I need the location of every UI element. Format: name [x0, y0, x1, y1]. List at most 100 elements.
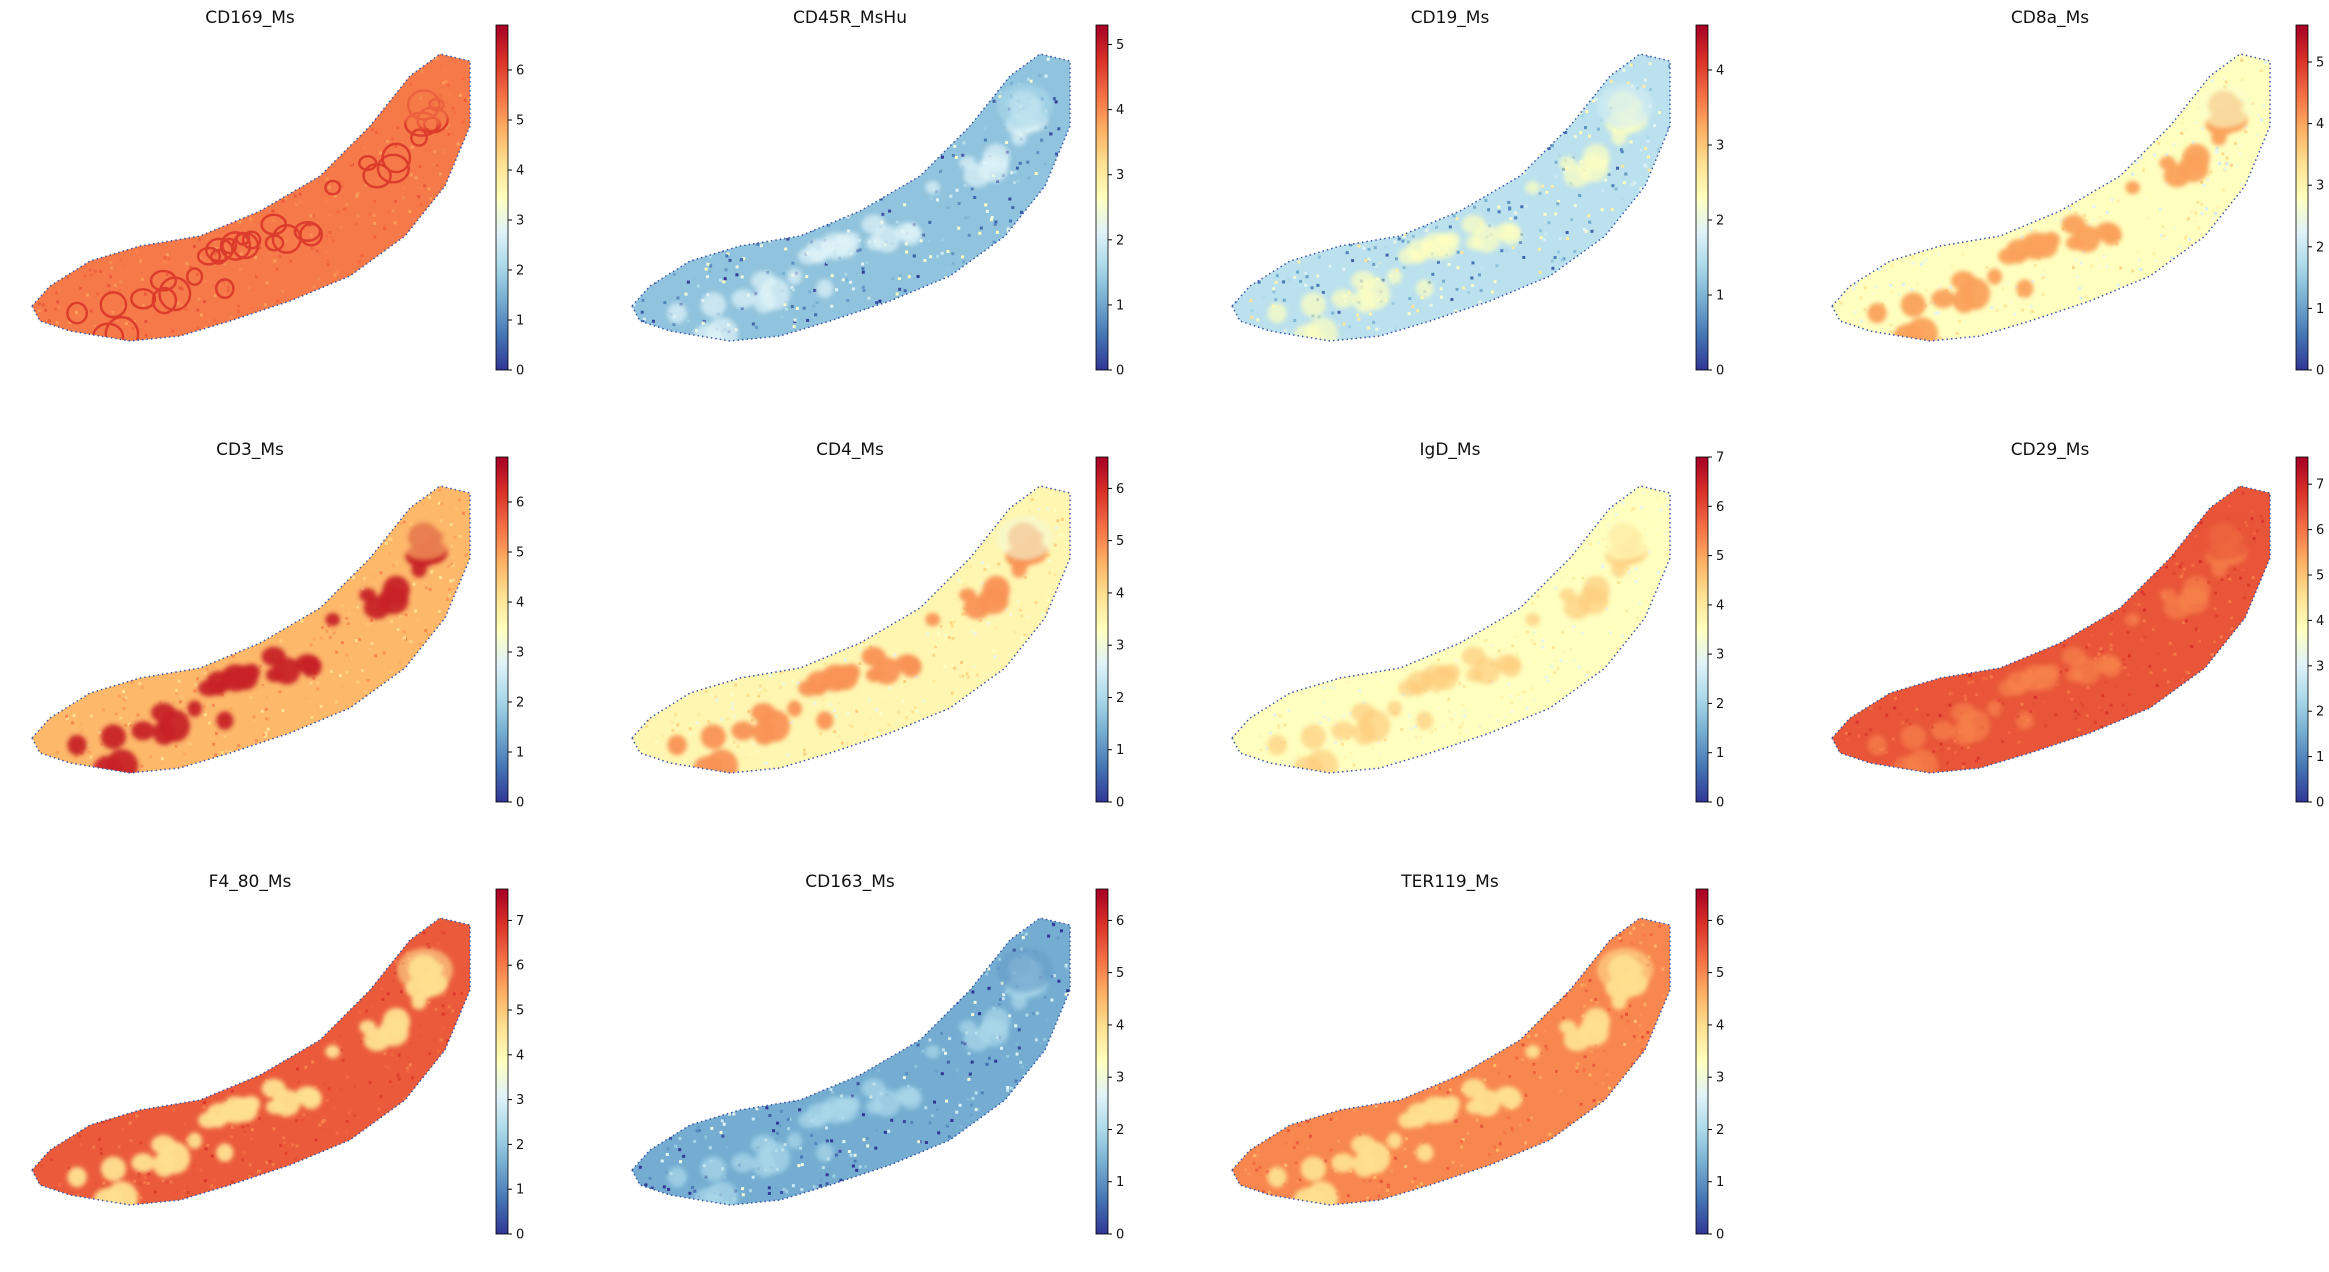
tissue-base [30, 36, 470, 366]
colorbar-tick-label: 3 [1116, 1071, 1124, 1086]
follicle-blob [2159, 156, 2176, 170]
follicle-blob [101, 724, 126, 749]
follicle-blob [266, 668, 283, 683]
colorbar-tick-label: 1 [1116, 298, 1124, 313]
colorbar-tick-label: 5 [516, 546, 524, 561]
tissue-map [1230, 468, 1673, 801]
follicle-blob [153, 720, 176, 745]
colorbar-tick-label: 5 [1716, 549, 1724, 564]
colorbar-tick-label: 4 [1116, 103, 1124, 118]
follicle-blob [233, 665, 258, 690]
colorbar [1096, 25, 1108, 370]
follicle-blob [1901, 724, 1926, 749]
follicle-blob [787, 269, 802, 285]
colorbar-tick-label: 5 [2316, 569, 2324, 584]
colorbar-tick-label: 2 [516, 696, 524, 711]
colorbar-tick-label: 4 [516, 1048, 524, 1063]
follicle-blob [2100, 656, 2121, 677]
colorbar-tick-label: 2 [1716, 1123, 1724, 1138]
follicle-blob [1953, 720, 1976, 745]
follicle-blob [300, 656, 321, 677]
colorbar-tick-label: 3 [1116, 168, 1124, 183]
follicle-blob [206, 671, 232, 693]
colorbar-tick-label: 2 [516, 264, 524, 279]
follicle-blob [1466, 1100, 1483, 1115]
colorbar-tick-label: 7 [2316, 478, 2324, 493]
colorbar-tick-label: 2 [1116, 1123, 1124, 1138]
follicle-blob [925, 181, 940, 194]
colorbar-tick-label: 2 [1716, 697, 1724, 712]
follicle-blob [1583, 576, 1610, 604]
colorbar-tick-label: 5 [516, 1004, 524, 1019]
follicle-blob [1525, 181, 1540, 194]
follicle-blob [866, 1100, 883, 1115]
follicle-blob [1433, 1097, 1458, 1122]
follicle-blob [1466, 668, 1483, 683]
colorbar-tick-label: 5 [516, 114, 524, 129]
colorbar-tick-label: 6 [516, 496, 524, 511]
tissue-map [30, 36, 473, 368]
colorbar-tick-label: 5 [1116, 966, 1124, 981]
follicle-blob [806, 1103, 832, 1125]
colorbar-tick-label: 1 [516, 746, 524, 761]
follicle-blob [1416, 279, 1433, 297]
follicle-blob [806, 671, 832, 693]
colorbar-tick-label: 0 [1716, 1228, 1724, 1243]
follicle-blob [983, 1008, 1010, 1036]
colorbar-tick-label: 1 [516, 314, 524, 329]
follicle-blob [153, 1152, 176, 1177]
follicle-blob [833, 233, 858, 258]
follicle-blob [1867, 303, 1886, 323]
follicle-blob [833, 1097, 858, 1122]
colorbar-tick-label: 0 [1716, 796, 1724, 811]
follicle-blob [693, 324, 723, 350]
follicle-blob [753, 720, 776, 745]
colorbar [1096, 889, 1108, 1234]
colorbar-tick-label: 4 [516, 164, 524, 179]
follicle-blob [1893, 324, 1923, 350]
colorbar-tick-label: 3 [2316, 179, 2324, 194]
follicle-blob [233, 1097, 258, 1122]
colorbar-tick-label: 0 [2316, 796, 2324, 811]
follicle-blob [667, 303, 686, 323]
follicle-blob [1267, 735, 1286, 755]
tissue-base [1230, 468, 1670, 798]
colorbar [1696, 25, 1708, 370]
colorbar-tick-label: 4 [1116, 1018, 1124, 1033]
colorbar-tick-label: 7 [1716, 451, 1724, 466]
follicle-blob [1525, 1045, 1540, 1058]
follicle-blob [731, 289, 755, 308]
colorbar-tick-label: 6 [1716, 914, 1724, 929]
follicle-blob [101, 1156, 126, 1181]
follicle-blob [383, 576, 410, 604]
follicle-blob [753, 1152, 776, 1177]
colorbar-tick-label: 3 [516, 214, 524, 229]
colorbar-tick-label: 5 [1116, 38, 1124, 53]
follicle-blob [1331, 1153, 1355, 1172]
follicle-blob [833, 665, 858, 690]
follicle-blob [1331, 289, 1355, 308]
colorbar [1096, 457, 1108, 802]
follicle-blob [1559, 156, 1576, 170]
colorbar-tick-label: 4 [516, 596, 524, 611]
follicle-blob [1353, 720, 1376, 745]
follicle-blob [731, 1153, 755, 1172]
follicle-blob [383, 1008, 410, 1036]
colorbar-tick-label: 1 [1716, 289, 1724, 304]
colorbar [496, 457, 508, 802]
follicle-blob [2016, 279, 2033, 297]
colorbar-tick-label: 6 [516, 64, 524, 79]
follicle-blob [2066, 236, 2083, 251]
